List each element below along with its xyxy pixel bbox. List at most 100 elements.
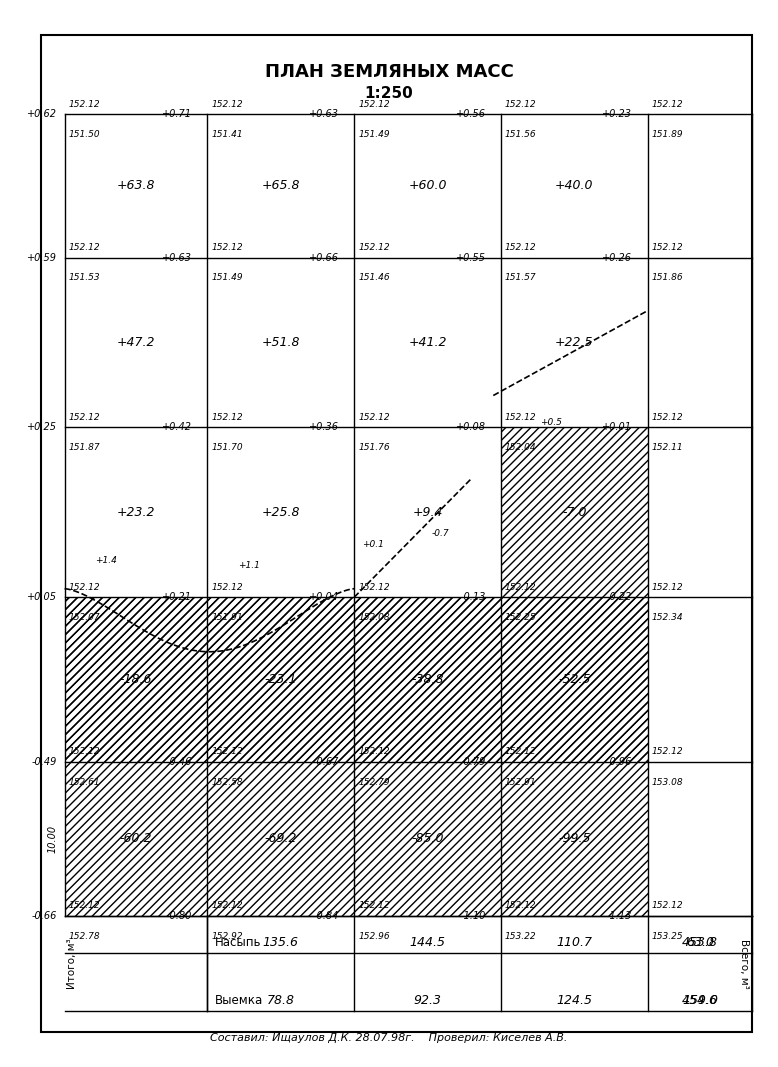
Text: +0.62: +0.62 [27,109,57,120]
Text: 152.12: 152.12 [505,243,537,252]
Text: 152.07: 152.07 [68,614,100,622]
Text: 152.12: 152.12 [358,747,390,757]
Text: 152.12: 152.12 [212,902,243,910]
Text: 454.6: 454.6 [682,994,718,1007]
Text: 153.22: 153.22 [505,931,537,940]
Text: -52.5: -52.5 [558,673,591,686]
Text: +63.8: +63.8 [117,179,156,192]
Text: 152.34: 152.34 [652,614,683,622]
Text: 151.86: 151.86 [652,273,683,283]
Text: -85.0: -85.0 [412,832,444,845]
Text: ПЛАН ЗЕМЛЯНЫХ МАСС: ПЛАН ЗЕМЛЯНЫХ МАСС [265,63,513,81]
Text: 152.91: 152.91 [505,778,537,786]
Text: 152.12: 152.12 [212,583,243,592]
Text: +22.5: +22.5 [555,336,594,349]
Text: -38.8: -38.8 [412,673,444,686]
Text: 152.96: 152.96 [358,931,390,940]
Text: 153.08: 153.08 [652,778,683,786]
Text: 152.58: 152.58 [212,778,243,786]
Text: 152.92: 152.92 [212,931,243,940]
Text: 152.61: 152.61 [68,778,100,786]
Bar [208,598,354,762]
Text: -1.13: -1.13 [607,910,633,921]
Bar [501,428,648,598]
Text: +60.0: +60.0 [408,179,447,192]
Text: -60.2: -60.2 [120,832,152,845]
Text: 151.89: 151.89 [652,130,683,139]
Text: +1.4: +1.4 [96,556,117,564]
Text: 152.12: 152.12 [505,747,537,757]
Text: 63.0: 63.0 [686,936,714,949]
Text: 151.56: 151.56 [505,130,537,139]
Text: 92.3: 92.3 [414,994,442,1007]
Text: 152.12: 152.12 [358,413,390,423]
Text: +0.21: +0.21 [162,592,192,602]
Text: +0.36: +0.36 [309,423,338,432]
Text: 152.12: 152.12 [358,243,390,252]
Bar [354,598,501,762]
Text: -7.0: -7.0 [562,506,587,519]
Text: 152.25: 152.25 [505,614,537,622]
Text: 151.53: 151.53 [68,273,100,283]
Text: 152.12: 152.12 [652,902,683,910]
Text: +0.05: +0.05 [27,592,57,602]
Text: -0.22: -0.22 [607,592,633,602]
Text: 151.49: 151.49 [358,130,390,139]
Text: -0.84: -0.84 [314,910,338,921]
Text: -0.80: -0.80 [166,910,192,921]
Text: 124.5: 124.5 [556,994,592,1007]
Text: +65.8: +65.8 [261,179,300,192]
Text: Выемка: Выемка [216,994,264,1007]
Text: +1.1: +1.1 [238,561,261,570]
Bar [65,598,648,762]
Text: +0.56: +0.56 [456,109,485,120]
Text: 152.08: 152.08 [358,614,390,622]
Text: +9.4: +9.4 [412,506,443,519]
Text: 152.04: 152.04 [505,443,537,452]
Text: 152.12: 152.12 [652,583,683,592]
Text: 152.12: 152.12 [358,100,390,109]
Text: -18.6: -18.6 [120,673,152,686]
Text: 151.70: 151.70 [212,443,243,452]
Text: -99.5: -99.5 [558,832,591,845]
Text: -0.13: -0.13 [460,592,485,602]
Text: 152.12: 152.12 [652,243,683,252]
Text: 152.12: 152.12 [358,583,390,592]
Text: 152.12: 152.12 [212,100,243,109]
Text: 152.12: 152.12 [68,583,100,592]
Text: 453.8: 453.8 [682,936,718,949]
Text: 152.78: 152.78 [68,931,100,940]
Text: Насыпь: Насыпь [216,936,261,949]
Text: 152.12: 152.12 [68,100,100,109]
Text: 152.12: 152.12 [505,100,537,109]
Text: Составил: Ищаулов Д.К. 28.07.98г.    Проверил: Киселев А.В.: Составил: Ищаулов Д.К. 28.07.98г. Провер… [210,1033,568,1042]
Text: -0.79: -0.79 [460,757,485,767]
Text: +0.25: +0.25 [27,423,57,432]
Text: 152.12: 152.12 [212,747,243,757]
Text: 152.12: 152.12 [212,243,243,252]
Text: -0.46: -0.46 [166,757,192,767]
Text: 152.12: 152.12 [505,583,537,592]
Text: +0.04: +0.04 [309,592,338,602]
Text: +0.1: +0.1 [362,540,384,548]
Text: +47.2: +47.2 [117,336,156,349]
Text: +0.71: +0.71 [162,109,192,120]
Text: 78.8: 78.8 [267,994,295,1007]
Text: 152.12: 152.12 [212,413,243,423]
Text: 151.57: 151.57 [505,273,537,283]
Text: 152.12: 152.12 [505,413,537,423]
Text: 10.00: 10.00 [48,825,58,853]
Text: +0.59: +0.59 [27,253,57,262]
Text: +0.01: +0.01 [602,423,633,432]
Text: +0.42: +0.42 [162,423,192,432]
Text: 151.87: 151.87 [68,443,100,452]
Text: -23.1: -23.1 [265,673,297,686]
Text: 1:250: 1:250 [365,85,413,100]
Text: 151.91: 151.91 [212,614,243,622]
Text: 151.41: 151.41 [212,130,243,139]
Text: +41.2: +41.2 [408,336,447,349]
Text: +0.66: +0.66 [309,253,338,262]
Text: 152.12: 152.12 [68,413,100,423]
Text: +25.8: +25.8 [261,506,300,519]
Text: 110.7: 110.7 [556,936,592,949]
